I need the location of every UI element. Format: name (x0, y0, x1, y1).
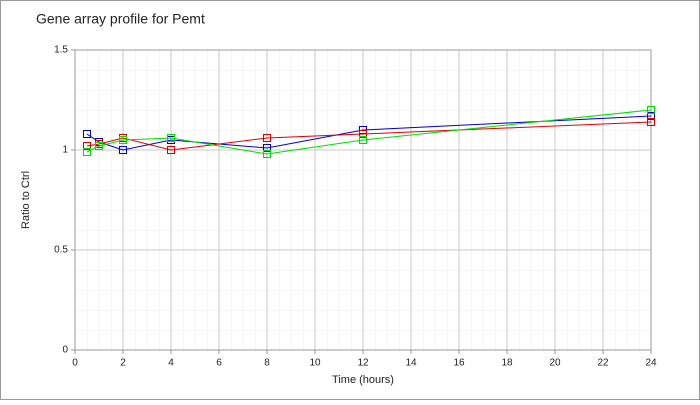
data-point (83, 148, 91, 156)
x-tick-label: 10 (309, 358, 321, 369)
data-point (263, 150, 271, 158)
x-axis-title: Time (hours) (332, 374, 394, 386)
y-axis-title: Ratio to Ctrl (20, 171, 32, 229)
x-tick-label: 12 (357, 358, 369, 369)
data-point (119, 136, 127, 144)
x-tick-label: 14 (405, 358, 417, 369)
data-point (83, 142, 91, 150)
data-point (167, 146, 175, 154)
y-tick-label: 1.5 (54, 45, 68, 56)
data-point (95, 142, 103, 150)
x-tick-label: 0 (72, 358, 78, 369)
x-tick-label: 4 (168, 358, 174, 369)
x-tick-label: 22 (597, 358, 609, 369)
y-tick-label: 1 (62, 145, 68, 156)
data-point (359, 136, 367, 144)
data-point (167, 134, 175, 142)
data-point (647, 118, 655, 126)
x-tick-label: 2 (120, 358, 126, 369)
x-tick-label: 20 (549, 358, 561, 369)
chart-title: Gene array profile for Pemt (36, 11, 205, 27)
x-tick-label: 8 (264, 358, 270, 369)
data-point (647, 112, 655, 120)
x-tick-label: 6 (216, 358, 222, 369)
x-tick-label: 18 (501, 358, 513, 369)
data-point (263, 144, 271, 152)
y-tick-label: 0 (62, 345, 68, 356)
data-point (119, 146, 127, 154)
data-point (647, 106, 655, 114)
data-point (263, 134, 271, 142)
series-line (86, 121, 652, 151)
x-tick-label: 24 (645, 358, 657, 369)
data-point (83, 130, 91, 138)
x-tick-label: 16 (453, 358, 465, 369)
y-tick-label: 0.5 (54, 245, 68, 256)
series-line (86, 109, 652, 155)
data-point (359, 130, 367, 138)
